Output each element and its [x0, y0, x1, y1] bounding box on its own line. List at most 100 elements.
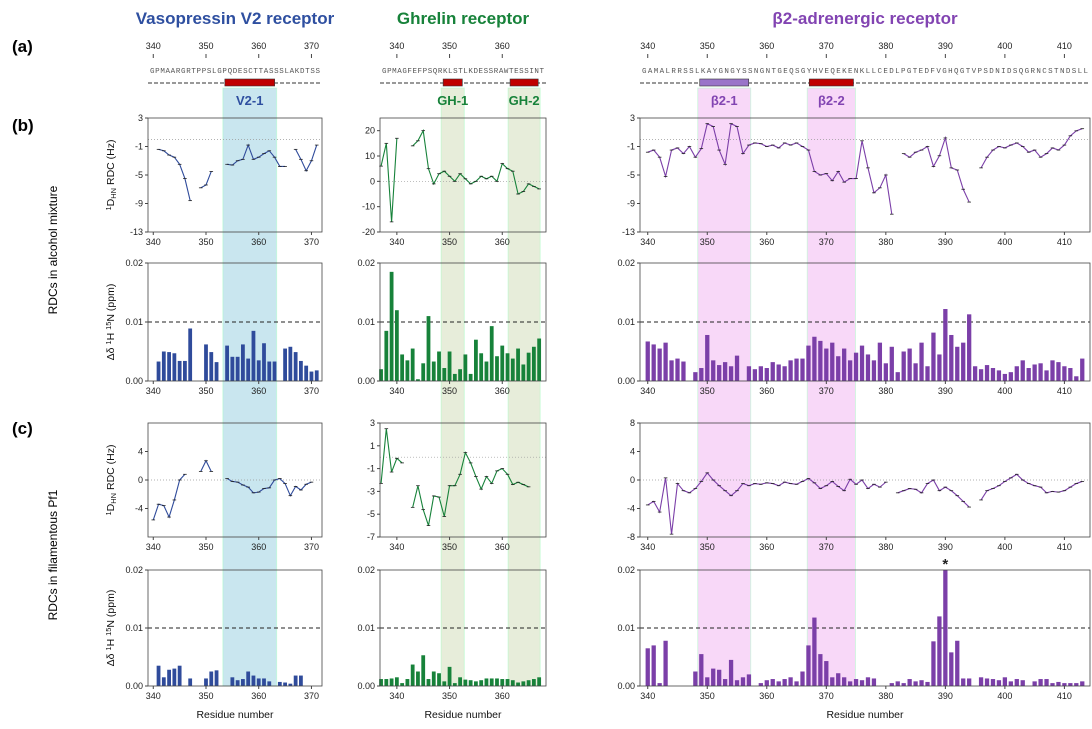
bar	[1020, 360, 1025, 381]
bar	[1032, 681, 1037, 686]
bar	[304, 365, 309, 381]
panel-label: (b)	[12, 116, 34, 135]
y-tick-label: 0	[370, 176, 375, 186]
bar	[431, 361, 436, 381]
bar	[1044, 679, 1049, 686]
bar	[842, 677, 847, 686]
y-axis-label-part: 1	[104, 511, 113, 515]
y-axis-label-part: D	[105, 503, 117, 511]
bar	[705, 677, 710, 686]
bar	[521, 681, 526, 686]
bar	[800, 671, 805, 686]
bar	[800, 358, 805, 381]
y-axis-label-part: H	[105, 330, 117, 341]
x-tick-label: 360	[251, 691, 266, 701]
x-tick-label: 400	[997, 237, 1012, 247]
bar	[937, 354, 942, 381]
bar	[949, 652, 954, 686]
bar	[990, 368, 996, 381]
x-tick-label: 350	[442, 386, 457, 396]
sequence: GPMAGFEFPSQRKLSTLKDESSRAWTESSINT	[382, 68, 544, 76]
y-tick-label: 0.02	[125, 565, 143, 575]
bar	[309, 371, 314, 381]
helix-bar	[442, 78, 463, 87]
bar	[1080, 681, 1085, 686]
bar	[314, 370, 319, 381]
bar	[521, 364, 526, 381]
bar	[693, 372, 698, 381]
y-axis-label-part: Δδ	[105, 345, 117, 361]
bar	[847, 360, 853, 381]
bar	[389, 678, 394, 686]
x-tick-label: 360	[495, 237, 510, 247]
y-axis-label-part: 1	[104, 206, 113, 210]
column-title: Vasopressin V2 receptor	[136, 9, 335, 28]
bar	[394, 310, 399, 381]
x-tick-label: 360	[759, 542, 774, 552]
bar	[379, 369, 383, 381]
bar	[717, 365, 722, 381]
bar	[267, 681, 272, 686]
bar	[293, 352, 298, 381]
x-tick-label: 360	[759, 691, 774, 701]
bar	[1026, 368, 1031, 381]
bar	[1050, 360, 1055, 381]
top-tick-label: 360	[251, 41, 266, 51]
bar	[1056, 681, 1061, 686]
bar	[758, 683, 763, 686]
y-tick-label: -13	[130, 227, 143, 237]
bar	[996, 370, 1002, 381]
bar	[788, 360, 793, 381]
bar	[681, 361, 686, 381]
bar	[949, 334, 954, 381]
bar	[272, 361, 277, 381]
bar	[183, 360, 187, 381]
x-tick-label: 360	[495, 386, 510, 396]
bar	[251, 675, 256, 686]
x-tick-label: 340	[389, 386, 404, 396]
x-tick-label: 360	[495, 691, 510, 701]
y-tick-label: 20	[365, 126, 375, 136]
bar	[167, 352, 171, 381]
bar	[806, 645, 811, 686]
y-tick-label: -5	[627, 170, 635, 180]
x-tick-label: 400	[997, 542, 1012, 552]
x-tick-label: 370	[819, 237, 834, 247]
bar	[484, 678, 489, 686]
bar	[877, 342, 883, 381]
bar	[871, 360, 877, 381]
bar	[925, 366, 930, 381]
bar	[416, 379, 420, 381]
bar	[996, 680, 1002, 686]
bar	[479, 353, 484, 381]
x-tick-label: 360	[251, 542, 266, 552]
bar	[394, 677, 399, 686]
bar	[711, 360, 716, 381]
x-tick-label: 370	[304, 691, 319, 701]
bar	[405, 360, 410, 381]
y-tick-label: 0.02	[617, 565, 635, 575]
x-tick-label: 360	[495, 542, 510, 552]
y-tick-label: 0.00	[617, 681, 635, 691]
y-axis-label: Δδ 1H 15N (ppm)	[104, 590, 117, 667]
bar	[853, 352, 859, 381]
bar	[913, 363, 918, 381]
bar	[500, 345, 505, 381]
bar	[1008, 372, 1013, 381]
x-tick-label: 410	[1057, 237, 1072, 247]
y-tick-label: -1	[367, 464, 375, 474]
bar	[972, 366, 978, 381]
bar	[967, 314, 972, 381]
bar	[468, 680, 473, 686]
bar	[830, 342, 835, 381]
bar	[516, 682, 520, 686]
x-tick-label: 350	[700, 386, 715, 396]
bar	[283, 682, 287, 686]
y-axis-label-part: D	[105, 198, 117, 206]
bar	[824, 661, 829, 686]
bar	[1020, 680, 1025, 686]
bar	[818, 340, 823, 381]
bar	[657, 348, 662, 381]
top-tick-label: 360	[495, 41, 510, 51]
